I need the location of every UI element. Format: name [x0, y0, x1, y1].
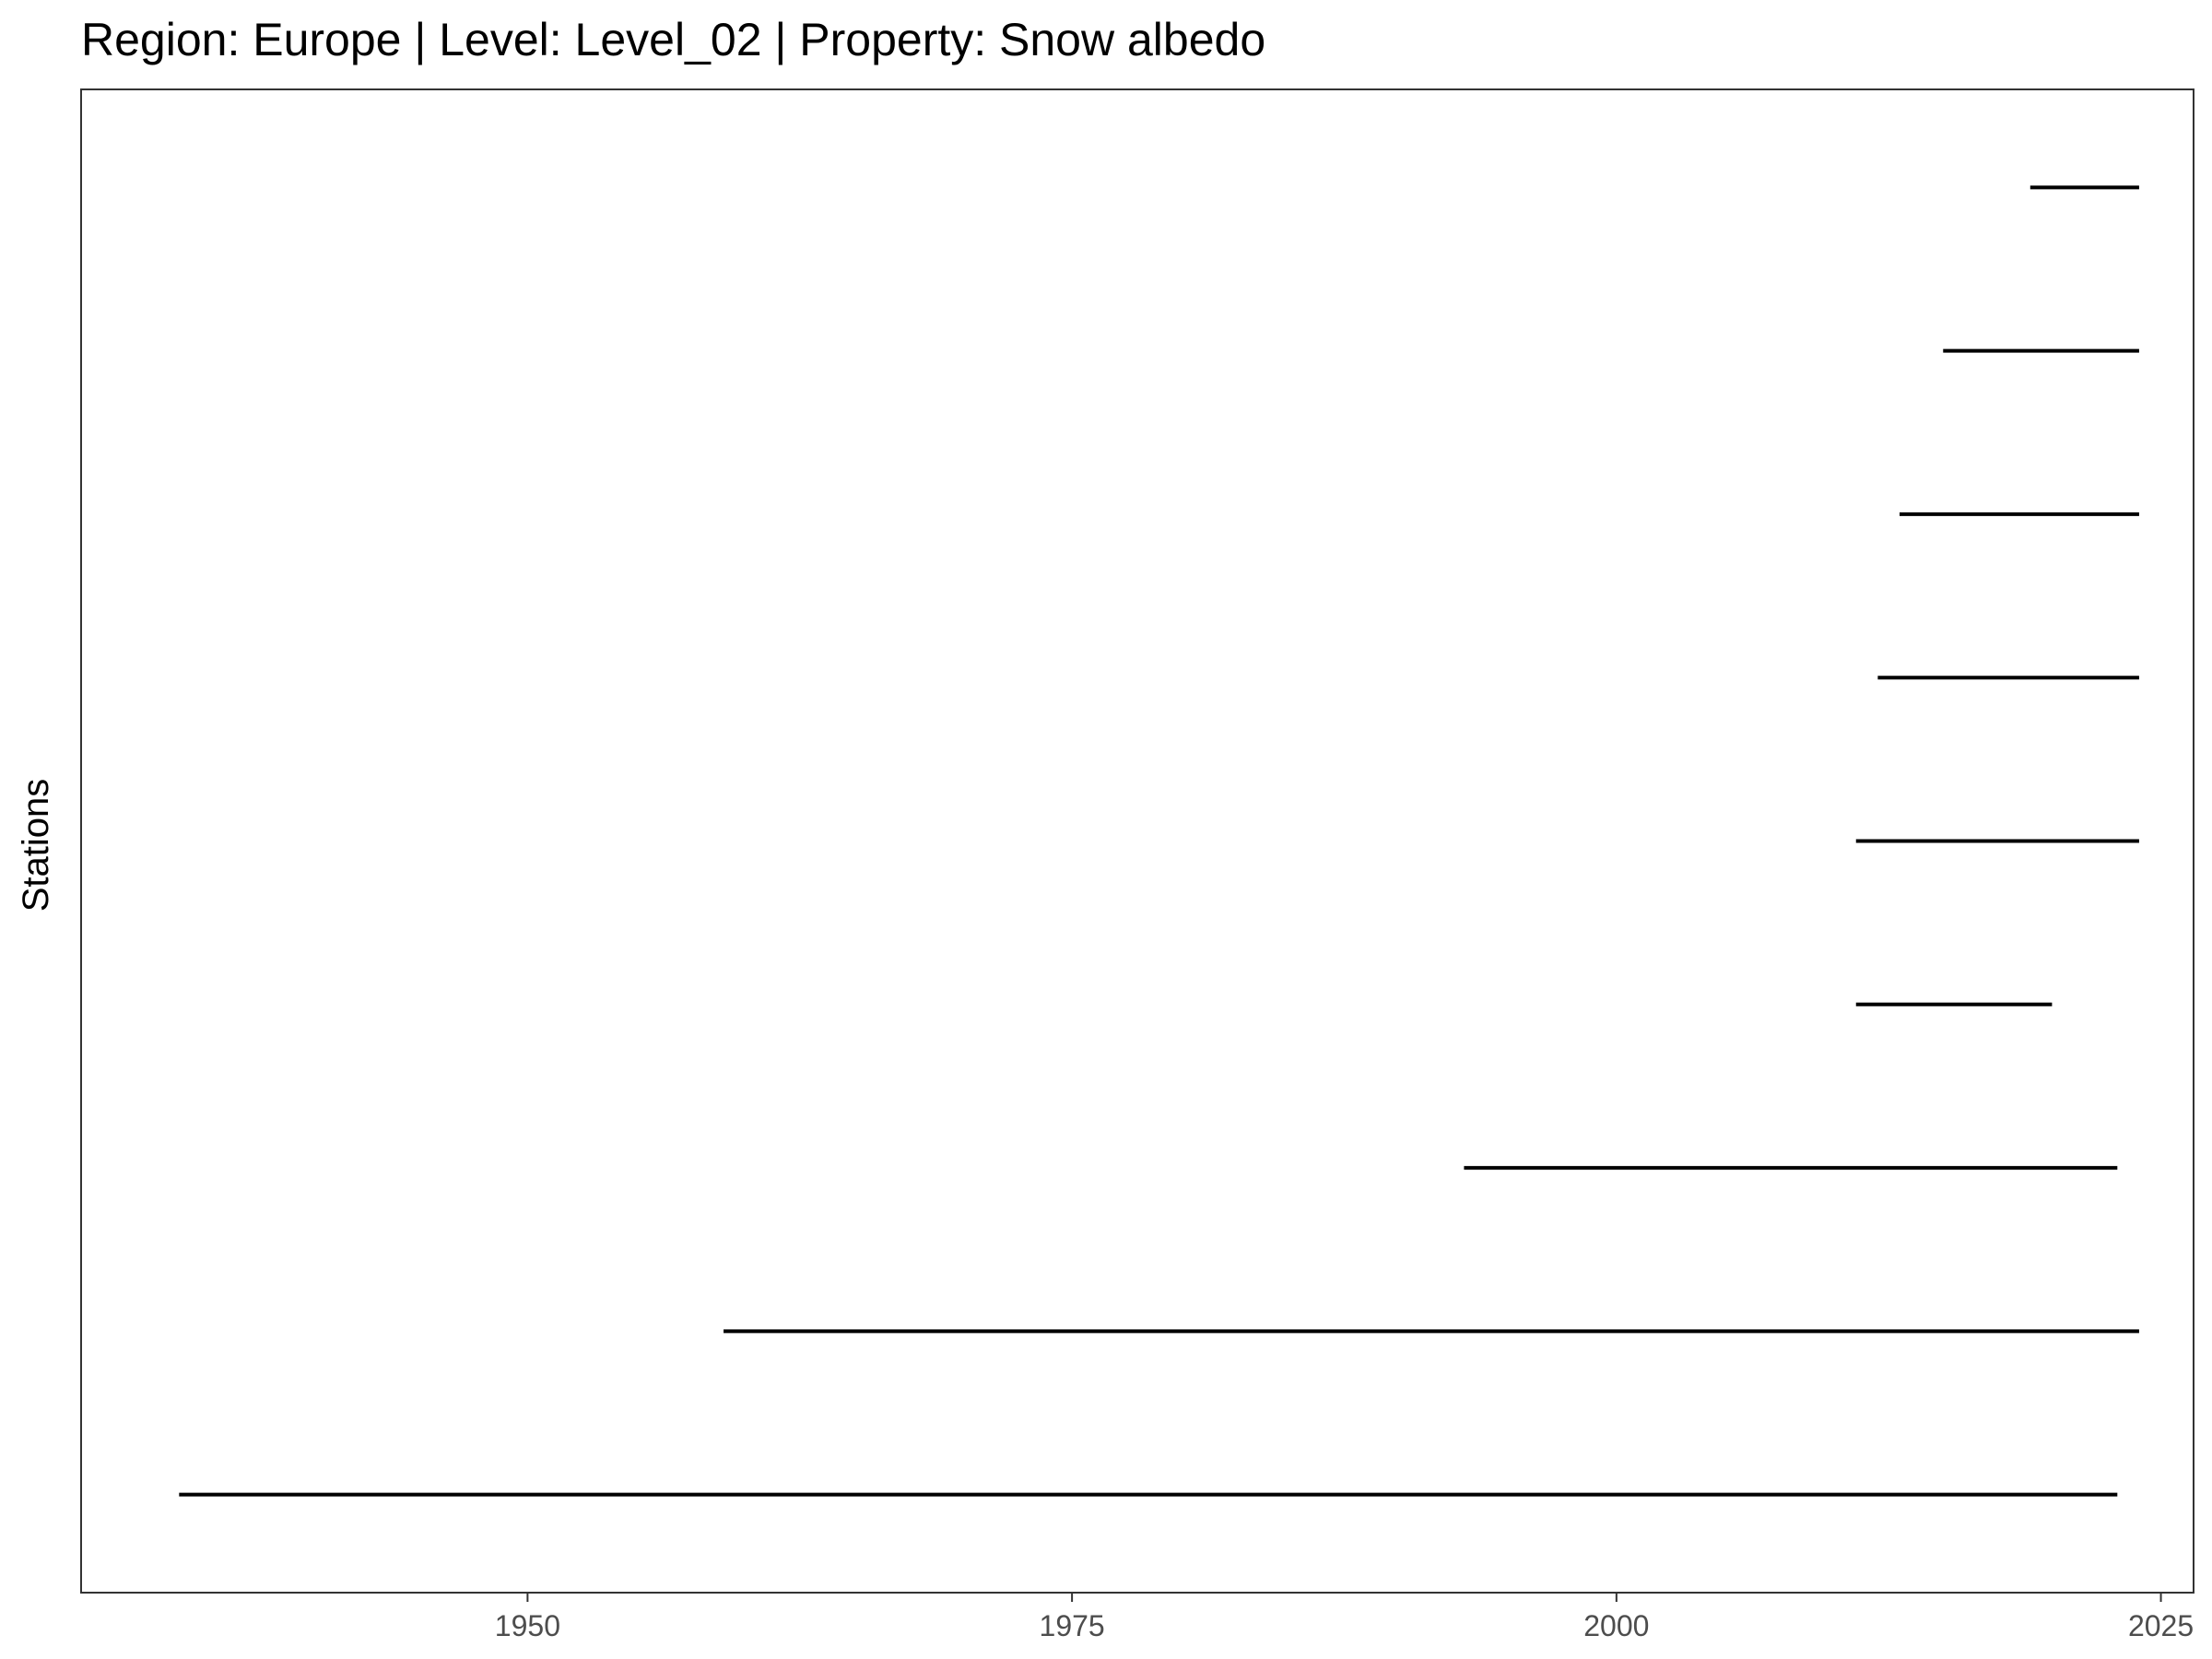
- x-tick-label: 1950: [495, 1609, 560, 1642]
- station-segments: [179, 185, 2139, 1497]
- x-tick-label: 1975: [1040, 1609, 1105, 1642]
- chart-title: Region: Europe | Level: Level_02 | Prope…: [81, 14, 1265, 65]
- x-tick-label: 2000: [1583, 1609, 1649, 1642]
- x-axis: 1950 1975 2000 2025: [495, 1593, 2194, 1642]
- x-tick-label: 2025: [2128, 1609, 2194, 1642]
- y-axis-label: Stations: [16, 779, 56, 912]
- plot-panel: [80, 88, 2194, 1594]
